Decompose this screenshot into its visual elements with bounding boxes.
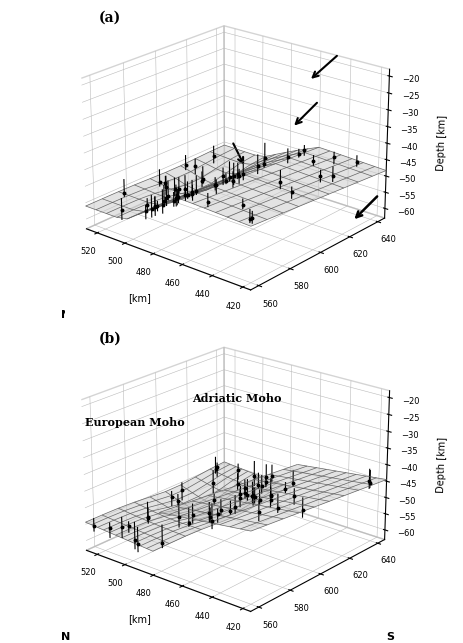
- Text: European Moho: European Moho: [85, 417, 184, 428]
- Text: (b): (b): [98, 332, 121, 346]
- Text: N: N: [61, 631, 70, 642]
- X-axis label: [km]: [km]: [128, 614, 151, 624]
- Text: S: S: [385, 631, 393, 642]
- X-axis label: [km]: [km]: [128, 293, 151, 303]
- Text: S: S: [385, 310, 393, 320]
- Text: N: N: [61, 310, 70, 320]
- Text: Adriatic Moho: Adriatic Moho: [192, 394, 281, 404]
- Text: (a): (a): [98, 10, 120, 24]
